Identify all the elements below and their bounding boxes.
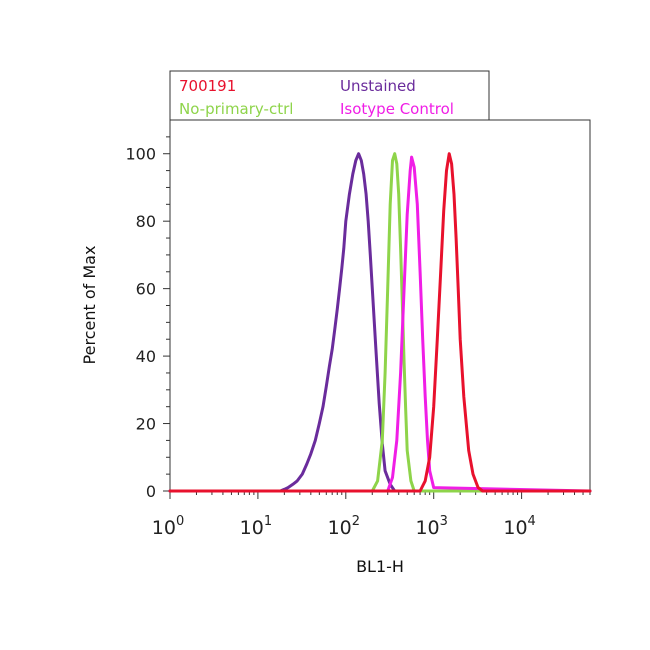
y-tick-label: 60 [136,280,156,299]
y-tick-label: 20 [136,415,156,434]
series-isotype-control-line [168,155,592,493]
y-axis-ticks: 0 20 40 60 80 100 [125,136,170,501]
x-tick-label: 102 [328,514,360,539]
y-tick-label: 40 [136,347,156,366]
x-axis-ticks: 100 101 102 103 104 [152,491,591,539]
legend: 700191 Unstained No-primary-ctrl Isotype… [169,70,490,121]
y-tick-label: 0 [146,482,156,501]
series-no-primary-ctrl-line [168,152,592,493]
legend-entry-isotype-control: Isotype Control [340,100,454,118]
legend-entry-no-primary-ctrl: No-primary-ctrl [179,100,293,118]
y-axis-label: Percent of Max [80,246,99,365]
series-layer [168,152,592,493]
legend-entry-700191: 700191 [179,77,236,95]
y-tick-label: 100 [125,145,156,164]
x-tick-label: 101 [240,514,272,539]
x-tick-label: 100 [152,514,184,539]
x-tick-label: 104 [503,514,535,539]
x-axis-label: BL1-H [356,557,404,576]
legend-entry-unstained: Unstained [340,77,416,95]
x-tick-label: 103 [415,514,447,539]
y-tick-label: 80 [136,212,156,231]
series-700191-line [168,152,592,493]
series-unstained-line [168,152,592,493]
legend-box [169,70,490,121]
